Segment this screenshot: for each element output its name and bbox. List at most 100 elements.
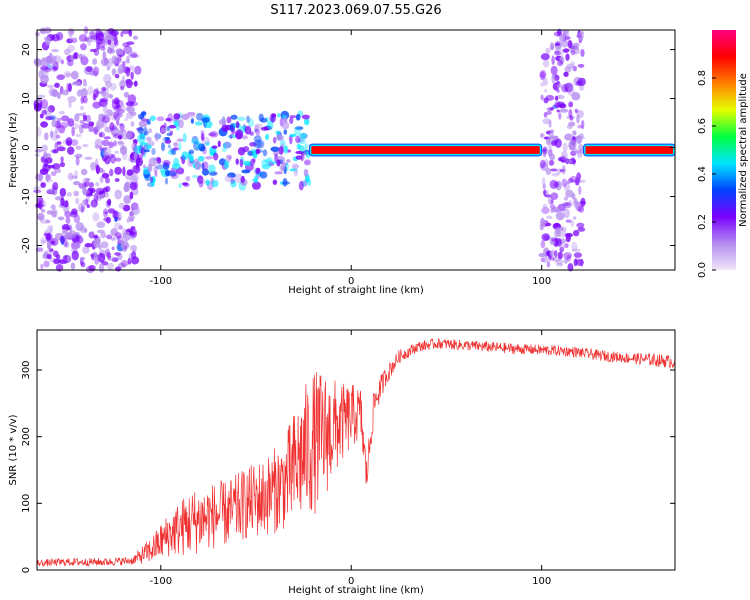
spectrogram-blob <box>82 81 88 87</box>
spectrogram-blob <box>142 164 147 169</box>
spectrogram-blob <box>556 28 562 37</box>
spectrogram-blob <box>80 87 88 98</box>
spectrogram-blob <box>113 105 123 112</box>
spectrogram-blob <box>156 116 165 122</box>
spectrogram-blob <box>554 250 558 258</box>
spectrogram-blob <box>92 66 100 77</box>
spectrogram-blob <box>545 250 551 257</box>
spectrogram-blob <box>546 110 552 115</box>
spectrogram-blob <box>143 126 148 136</box>
spectrogram-blob <box>286 159 291 163</box>
spectrogram-blob <box>553 208 561 213</box>
spectrogram-blob <box>168 124 177 129</box>
spectrogram-blob <box>60 197 65 207</box>
spectrogram-blob <box>106 234 113 240</box>
spectrogram-blob <box>229 134 233 140</box>
spectrogram-blob <box>230 180 237 188</box>
spectrogram-blob <box>550 168 558 172</box>
spectrogram-blob <box>66 82 70 93</box>
spectrogram-blob <box>577 227 586 232</box>
spectrogram-blob <box>47 242 52 250</box>
spectrogram-blob <box>224 175 234 183</box>
spectrogram-blob <box>575 149 585 154</box>
spectrogram-blob <box>578 31 584 41</box>
spectrogram-blob <box>100 241 109 249</box>
spectrogram-blob <box>95 32 105 41</box>
spectrogram-blob <box>80 168 88 176</box>
y-tick-label: 10 <box>21 92 32 105</box>
spectrogram-blob <box>122 42 130 48</box>
spectrogram-blob <box>108 141 114 149</box>
spectrogram-blob <box>102 103 108 114</box>
spectrogram-blob <box>304 142 308 151</box>
spectrogram-blob <box>176 138 184 142</box>
spectrogram-blob <box>143 149 151 153</box>
spectrogram-blob <box>545 167 552 175</box>
spectrogram-blob <box>102 87 107 92</box>
spectrogram-blob <box>574 108 579 114</box>
spectrogram-blob <box>208 132 217 137</box>
spectrogram-blob <box>544 194 552 198</box>
spectrogram-blob <box>119 80 126 89</box>
spectrogram-blob <box>567 40 573 49</box>
spectrogram-blob <box>113 222 122 230</box>
spectrogram-blob <box>200 129 205 134</box>
spectrogram-blob <box>97 252 106 263</box>
spectrogram-blob <box>125 101 135 107</box>
spectrogram-blob <box>64 255 68 260</box>
spectrogram-blob <box>84 156 93 160</box>
spectrogram-blob <box>577 63 585 68</box>
spectrogram-blob <box>566 63 574 69</box>
spectrogram-blob <box>132 164 141 174</box>
spectrogram-blob <box>223 160 230 170</box>
spectrogram-blob <box>60 156 64 163</box>
spectrogram-blob <box>170 173 179 180</box>
spectrogram-blob <box>299 132 307 139</box>
spectrogram-blob <box>150 176 154 183</box>
snr-x-label: Height of straight line (km) <box>288 585 424 596</box>
spectrogram-blob <box>89 199 97 208</box>
spectrogram-blob <box>283 129 288 135</box>
spectrogram-blob <box>40 219 49 224</box>
snr-panel: -100 0 100 0 100 200 300 Height of straight l… <box>8 329 676 596</box>
spectrogram-blob <box>36 127 42 137</box>
spectrogram-blob <box>132 35 139 40</box>
spectrogram-blob <box>109 168 114 177</box>
spectrogram-blob <box>279 164 286 172</box>
spectrogram-blob <box>235 129 244 140</box>
spectrogram-blob <box>202 168 209 176</box>
spectrogram-blob <box>36 196 44 206</box>
spectrogram-blob <box>74 241 81 249</box>
spectrogram-blob <box>45 249 53 256</box>
spectrogram-blob <box>255 148 261 155</box>
spectrogram-blob <box>82 95 88 104</box>
spectrogram-blob <box>282 178 288 187</box>
spectrogram-blob <box>198 180 204 188</box>
spectrogram-blob <box>549 153 556 161</box>
spectrogram-blob <box>540 162 549 172</box>
spectrogram-blob <box>546 261 551 268</box>
spectrogram-blob <box>102 50 107 60</box>
spectrogram-blob <box>198 179 207 185</box>
spectrogram-blob <box>52 149 59 154</box>
spectrogram-blob <box>91 32 96 43</box>
spectrogram-blob <box>56 91 61 99</box>
spectrogram-blob <box>38 173 43 182</box>
spectrogram-blob <box>539 159 546 169</box>
spectrogram-blob <box>580 258 584 267</box>
spectrogram-blob <box>213 152 219 161</box>
spectrogram-blob <box>83 177 91 182</box>
spectrogram-blob <box>91 253 95 261</box>
spectrogram-blob <box>131 51 138 57</box>
spectrogram-blob <box>550 45 555 50</box>
spectrogram-blob <box>159 168 165 173</box>
spectrogram-blob <box>178 119 184 129</box>
spectrogram-blob <box>53 250 59 258</box>
spectrogram-blob <box>147 163 153 173</box>
spectrogram-blob <box>110 236 117 241</box>
spectrogram-blob <box>82 185 87 196</box>
spectrogram-blob <box>46 233 52 242</box>
spectrogram-blob <box>126 111 134 120</box>
spectrogram-blob <box>84 37 94 43</box>
spectrogram-blob <box>253 139 262 149</box>
